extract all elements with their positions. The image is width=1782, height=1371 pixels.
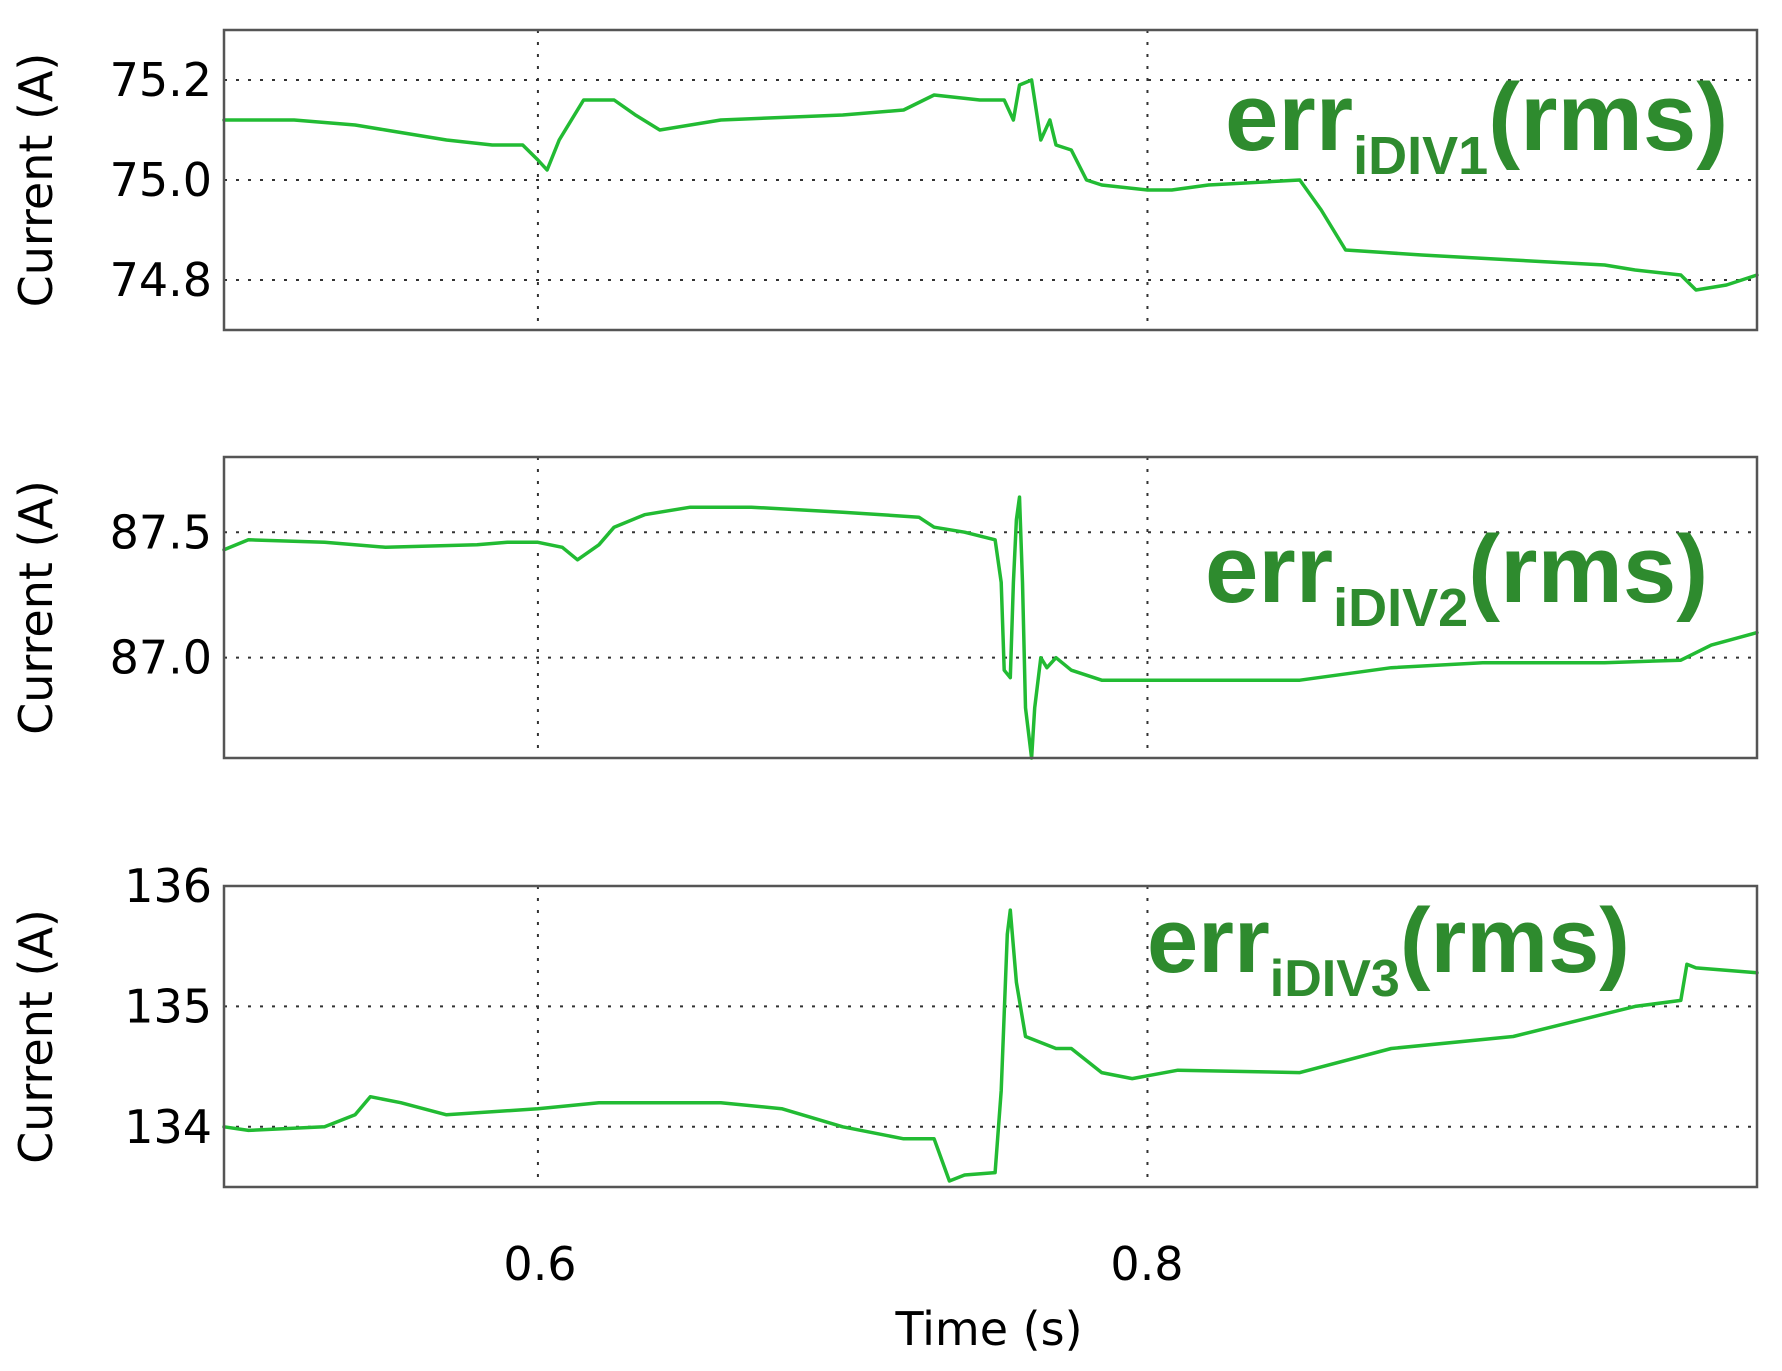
annotation-subscript: iDIV3 bbox=[1270, 950, 1400, 1008]
series-line bbox=[222, 78, 1759, 292]
y-tick-label: 87.0 bbox=[110, 631, 212, 685]
y-tick-label: 136 bbox=[124, 859, 212, 913]
annotation-base: err bbox=[1147, 890, 1270, 992]
y-tick-label: 75.0 bbox=[110, 153, 212, 207]
series-line bbox=[222, 495, 1759, 760]
series-annotation: erriDIV3(rms) bbox=[1147, 890, 1630, 1008]
annotation-subscript: iDIV2 bbox=[1333, 578, 1468, 638]
panel-3: 134 135 136 Current (A) erriDIV3(rms) bbox=[9, 859, 1759, 1189]
x-axis: 0.6 0.8 Time (s) bbox=[503, 1237, 1183, 1356]
annotation-base: err bbox=[1225, 64, 1353, 171]
plot-frame bbox=[222, 28, 1759, 332]
y-axis-title: Current (A) bbox=[9, 480, 63, 735]
annotation-suffix: (rms) bbox=[1468, 516, 1708, 623]
y-tick-label: 75.2 bbox=[110, 53, 212, 107]
plot-frame bbox=[222, 455, 1759, 760]
series-annotation: erriDIV2(rms) bbox=[1205, 516, 1708, 638]
y-tick-label: 135 bbox=[124, 979, 212, 1033]
y-axis-title: Current (A) bbox=[9, 53, 63, 308]
x-tick-label: 0.6 bbox=[503, 1237, 576, 1291]
x-axis-title: Time (s) bbox=[894, 1302, 1082, 1356]
y-axis-title: Current (A) bbox=[9, 909, 63, 1164]
y-tick-label: 134 bbox=[124, 1100, 212, 1154]
panel-2: 87.0 87.5 Current (A) erriDIV2(rms) bbox=[9, 455, 1759, 760]
y-tick-label: 74.8 bbox=[110, 253, 212, 307]
annotation-suffix: (rms) bbox=[1400, 890, 1630, 992]
annotation-subscript: iDIV1 bbox=[1353, 126, 1488, 186]
panel-1: 74.8 75.0 75.2 Current (A) erriDIV1(rms) bbox=[9, 28, 1759, 332]
series-line bbox=[222, 908, 1759, 1183]
annotation-base: err bbox=[1205, 516, 1333, 623]
x-tick-label: 0.8 bbox=[1110, 1237, 1183, 1291]
series-annotation: erriDIV1(rms) bbox=[1225, 64, 1728, 186]
annotation-suffix: (rms) bbox=[1488, 64, 1728, 171]
y-tick-label: 87.5 bbox=[110, 505, 212, 559]
plot-frame bbox=[222, 884, 1759, 1189]
